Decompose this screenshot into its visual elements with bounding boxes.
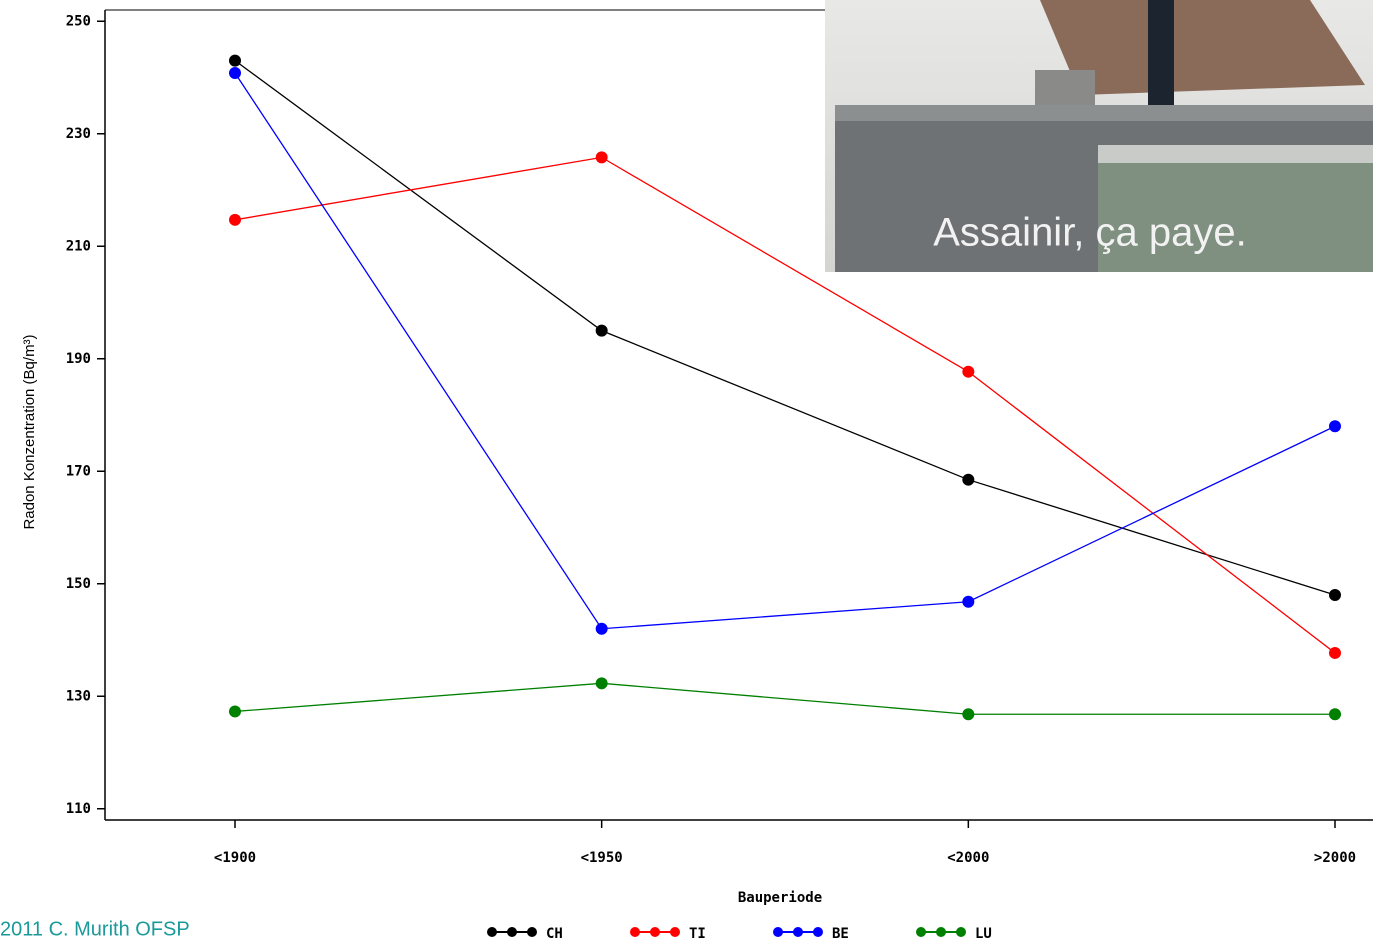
data-point	[229, 55, 241, 67]
data-point	[596, 151, 608, 163]
legend-marker	[956, 927, 966, 937]
y-tick-label: 250	[66, 13, 91, 29]
legend-marker	[487, 927, 497, 937]
data-point	[962, 366, 974, 378]
data-point	[1329, 589, 1341, 601]
chart: Radon Konzentration (Bq/m³) Bauperiode 2…	[0, 0, 1373, 944]
photo-person	[1148, 0, 1174, 105]
x-tick-label: >2000	[1314, 850, 1356, 866]
photo: Assainir, ça paye.	[825, 0, 1373, 272]
data-point	[1329, 708, 1341, 720]
legend-marker	[936, 927, 946, 937]
data-point	[229, 705, 241, 717]
legend-label: CH	[546, 926, 563, 942]
series-line	[235, 683, 1335, 714]
data-point	[1329, 647, 1341, 659]
y-tick-label: 210	[66, 238, 91, 254]
legend-label: TI	[689, 926, 706, 942]
photo-roof-box	[1035, 70, 1095, 105]
footer: 2011 C. Murith OFSP	[0, 918, 190, 940]
legend-marker	[650, 927, 660, 937]
legend-marker	[916, 927, 926, 937]
x-axis-label: Bauperiode	[738, 890, 822, 906]
y-axis-label: Radon Konzentration (Bq/m³)	[21, 334, 38, 529]
legend-marker	[773, 927, 783, 937]
y-tick-label: 230	[66, 126, 91, 142]
legend-marker	[670, 927, 680, 937]
y-tick-label: 150	[66, 576, 91, 592]
data-point	[962, 596, 974, 608]
legend-label: BE	[832, 926, 849, 942]
y-tick-label: 170	[66, 463, 91, 479]
legend-marker	[527, 927, 537, 937]
data-point	[962, 708, 974, 720]
legend-marker	[813, 927, 823, 937]
photo-blind	[1098, 145, 1373, 163]
legend-marker	[630, 927, 640, 937]
y-tick-label: 110	[66, 801, 91, 817]
photo-caption: Assainir, ça paye.	[933, 211, 1247, 255]
x-tick-label: <1950	[581, 850, 623, 866]
y-tick-label: 190	[66, 351, 91, 367]
legend-label: LU	[975, 926, 992, 942]
data-point	[229, 214, 241, 226]
data-point	[596, 623, 608, 635]
data-point	[1329, 420, 1341, 432]
photo-parapet	[835, 105, 1373, 121]
x-tick-label: <2000	[947, 850, 989, 866]
legend-marker	[507, 927, 517, 937]
y-tick-label: 130	[66, 688, 91, 704]
data-point	[596, 325, 608, 337]
data-point	[229, 67, 241, 79]
x-tick-label: <1900	[214, 850, 256, 866]
data-point	[962, 474, 974, 486]
legend-marker	[793, 927, 803, 937]
data-point	[596, 677, 608, 689]
